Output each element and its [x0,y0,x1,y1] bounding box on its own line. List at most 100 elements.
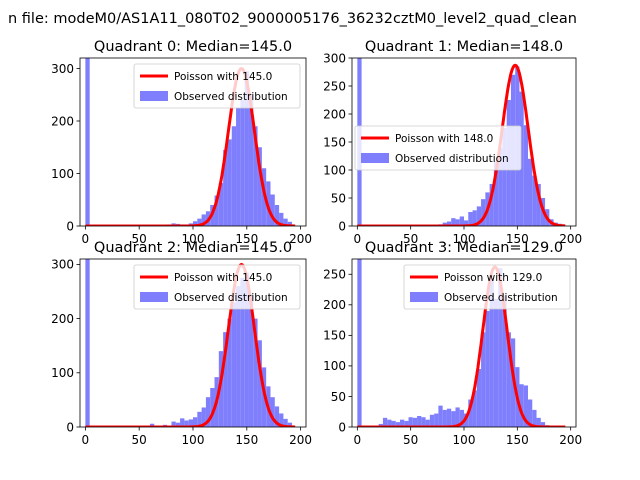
legend-bar-swatch [361,153,389,163]
histogram-bar [412,417,418,427]
y-tick-label: 100 [51,167,74,181]
histogram-bar [459,409,464,427]
poisson-curve [356,63,566,226]
legend-label-observed: Observed distribution [444,292,558,304]
legend-label-poisson: Poisson with 145.0 [174,272,272,284]
histogram-bar [218,351,224,427]
histogram-bar [532,409,537,427]
histogram-bar [528,399,533,427]
x-tick-label: 200 [289,433,312,447]
histogram-bar [408,417,413,427]
histogram-bar [378,423,383,427]
legend-bar-swatch [140,91,168,101]
x-tick-label: 100 [453,433,476,447]
y-tick-label: 200 [51,114,74,128]
histogram-bar [236,286,241,427]
y-tick-label: 150 [323,329,346,343]
legend-bar-swatch [140,292,168,302]
histogram-bar [506,332,511,427]
histogram-bar [214,195,219,226]
subplot-quadrant-1: 0 50 100 150 200 0 50 100 150 200 250 300 Quadrant 1… [323,39,582,246]
histogram-bar [85,58,90,226]
subplot-title: Quadrant 3: Median=129.0 [365,240,563,256]
histogram-bar [476,206,482,226]
legend: Poisson with 129.0 Observed distribution [403,264,571,310]
legend-label-observed: Observed distribution [174,292,288,304]
histogram-bar [489,184,494,226]
histogram-bar [270,397,275,427]
histogram-bar [270,194,275,226]
histogram-bar [193,221,198,226]
x-tick-label: 150 [506,232,529,246]
y-tick-label: 100 [323,163,346,177]
histogram-bar [287,422,293,427]
histogram-bar [357,259,362,427]
histogram-bar [223,149,228,226]
subplot-title: Quadrant 1: Median=148.0 [365,39,563,55]
y-tick-label: 0 [338,420,346,434]
subplot-quadrant-2: 0 50 100 150 200 0 100 200 300 Quadrant 2: Median… [51,240,312,447]
histogram-bar [425,419,430,427]
histogram-bar [502,128,507,226]
histogram-bar [240,277,245,427]
x-tick-label: 0 [82,232,90,246]
histogram-bar [498,268,503,427]
legend-frame [133,264,301,310]
histogram-bar [227,139,232,226]
histogram-bar [442,409,447,427]
histogram-bar [481,199,486,226]
histogram-bar [493,298,499,427]
histogram-bar [455,219,460,226]
y-tick-label: 150 [323,135,346,149]
histogram-bar [485,310,490,427]
histogram-bar [205,397,211,427]
x-tick-label: 0 [82,433,90,447]
legend-frame [403,264,571,310]
legend: Poisson with 145.0 Observed distribution [133,63,301,109]
histogram-bar [85,259,90,427]
histogram-bar [421,417,426,427]
legend-label-poisson: Poisson with 145.0 [174,71,272,83]
histogram-bar [188,419,193,427]
histogram-bar [476,368,482,427]
x-tick-label: 200 [559,232,582,246]
histogram-bar [464,220,469,226]
histogram-bar [438,405,443,427]
poisson-curve [356,265,566,427]
y-tick-label: 100 [323,359,346,373]
histogram-bar [472,390,477,427]
histogram-bar [184,420,189,427]
histogram-bar [240,100,245,226]
legend-label-poisson: Poisson with 148.0 [395,133,493,145]
histogram-bar [244,272,249,427]
y-tick-label: 50 [331,390,346,404]
y-tick-label: 300 [51,258,74,272]
x-tick-label: 0 [354,433,362,447]
histogram-bar [274,406,280,427]
subplot-title: Quadrant 0: Median=145.0 [94,39,292,55]
subplot-grid: 0 50 100 150 200 0 100 200 300 Quadrant 0: Median… [51,39,582,447]
y-tick-label: 0 [66,219,74,233]
histogram-bar [468,212,473,226]
histogram-bar [248,94,254,226]
histogram-bar [283,218,288,226]
x-tick-label: 200 [289,232,312,246]
histogram-bar [417,416,422,427]
x-tick-label: 150 [235,433,258,447]
histogram-bar [400,419,405,427]
x-tick-label: 100 [453,232,476,246]
histogram-bar [429,414,435,427]
subplot-title: Quadrant 2: Median=145.0 [94,240,292,256]
y-tick-label: 300 [51,62,74,76]
legend-label-poisson: Poisson with 129.0 [444,272,542,284]
histogram-bar [231,126,237,226]
x-tick-label: 200 [559,433,582,447]
histogram-bar [210,387,215,427]
histogram-bar [244,71,249,226]
plot-area [85,259,296,427]
histogram-bar [472,210,477,226]
x-tick-label: 100 [182,232,205,246]
histogram-bar [257,340,262,427]
histogram-bar [468,399,473,427]
histogram-bar [528,158,533,226]
